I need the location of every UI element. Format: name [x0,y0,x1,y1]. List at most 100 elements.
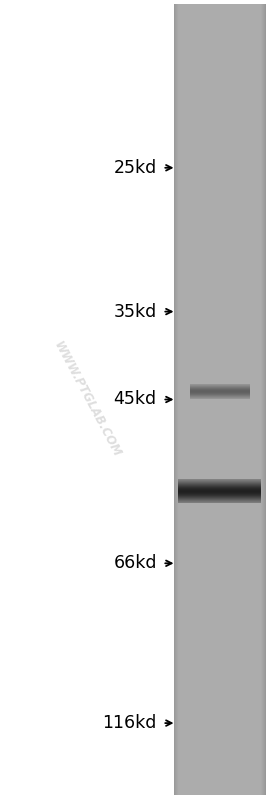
Bar [174,265,266,268]
Bar [174,320,266,323]
Bar [174,170,266,173]
Bar [174,621,266,623]
Bar [174,349,266,352]
Bar [174,439,266,442]
Bar [174,201,266,205]
Bar [174,552,266,555]
Bar [174,191,266,194]
Bar [174,763,266,766]
Bar [174,590,266,592]
Bar [174,197,266,199]
Bar [174,428,266,431]
Bar [174,22,266,25]
Bar [174,740,266,742]
Bar [174,626,266,629]
Bar [174,339,266,341]
Bar [174,708,266,710]
Bar [174,758,266,761]
Bar [174,666,266,669]
Bar [174,333,266,336]
Bar [174,436,266,439]
Bar [174,721,266,724]
Bar [174,481,266,484]
Bar [174,400,266,402]
Bar [174,592,266,594]
Bar [174,499,266,503]
Bar [174,122,266,125]
Bar [174,555,266,558]
Bar [174,78,266,81]
Bar [174,418,266,420]
Bar [174,558,266,560]
Bar [174,434,266,436]
Bar [174,25,266,28]
Bar [174,511,266,513]
Bar [174,779,266,781]
Bar [174,252,266,254]
Bar [174,323,266,326]
Bar [174,136,266,138]
Bar [174,14,266,17]
Bar [174,207,266,209]
Bar [174,154,266,157]
Bar [174,560,266,563]
Bar [174,458,266,460]
Bar [174,273,266,276]
Bar [174,109,266,112]
Bar [174,300,266,302]
Bar [174,497,266,499]
Bar [174,521,266,523]
Bar [174,386,266,389]
Bar [174,471,266,473]
Bar [174,278,266,280]
Bar [174,576,266,578]
Bar [174,473,266,476]
Bar [174,407,266,410]
Bar [174,302,266,304]
Bar [174,65,266,67]
Bar [174,771,266,774]
Bar [174,618,266,621]
Bar [174,70,266,73]
Bar [174,215,266,217]
Bar [174,178,266,181]
Bar [174,336,266,339]
Bar [174,288,266,292]
Bar [174,613,266,616]
Bar [174,623,266,626]
Bar [174,146,266,149]
Bar [174,46,266,49]
Bar [174,692,266,695]
Bar [174,570,266,574]
Bar [174,75,266,78]
Bar [174,602,266,605]
Bar [174,157,266,160]
Bar [174,160,266,162]
Bar [174,503,266,505]
Bar [174,365,266,368]
Bar [174,73,266,75]
Bar [174,384,266,387]
Bar [174,368,266,371]
Bar [174,578,266,582]
Bar [174,360,266,363]
Bar [174,655,266,658]
Bar [174,205,266,207]
Bar [174,507,266,511]
Bar [174,331,266,334]
Bar [174,465,266,468]
Bar [174,531,266,534]
Bar [174,254,266,257]
Bar [174,616,266,618]
Bar [174,460,266,463]
Bar [174,505,266,507]
Bar [174,661,266,663]
Bar [174,181,266,183]
Bar [174,175,266,178]
Bar [174,684,266,687]
Bar [174,392,266,394]
Bar [174,463,266,465]
Bar [174,594,266,598]
Bar [174,774,266,777]
Bar [174,138,266,141]
